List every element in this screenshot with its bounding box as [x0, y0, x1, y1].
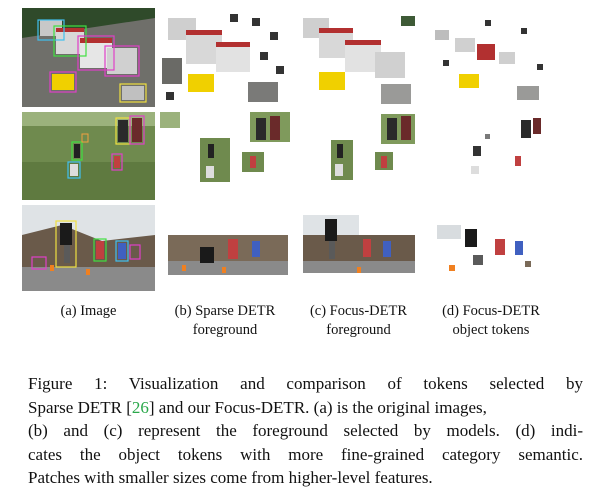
- image-street-focus-detr-foreground: [297, 8, 420, 107]
- image-skateboard-original: [22, 205, 155, 291]
- label-line-2: object tokens: [452, 322, 530, 338]
- label-line-2: foreground: [326, 322, 391, 338]
- figure-caption: Figure 1: Visualization and comparison o…: [28, 372, 583, 490]
- image-field-sparse-detr: [160, 112, 290, 200]
- column-label-focus-detr-object-tokens: (d) Focus-DETR object tokens: [423, 302, 559, 340]
- label-line-1: (d) Focus-DETR: [442, 303, 540, 319]
- label-line-1: (a) Image: [60, 303, 117, 319]
- image-street-original: [22, 8, 155, 107]
- caption-line: (b) and (c) represent the foreground sel…: [28, 421, 583, 440]
- image-skateboard-sparse-detr: [160, 205, 290, 291]
- citation-link[interactable]: 26: [131, 397, 149, 417]
- label-line-2: foreground: [192, 322, 258, 338]
- column-label-sparse-detr: (b) Sparse DETR foreground: [155, 302, 295, 340]
- image-street-focus-detr-object-tokens: [425, 8, 555, 107]
- caption-line: Figure 1: Visualization and comparison o…: [28, 374, 583, 393]
- caption-line: Patches with smaller sizes come from hig…: [28, 468, 433, 487]
- caption-line: cates the object tokens with more fine-g…: [28, 444, 583, 464]
- label-line-1: (b) Sparse DETR: [174, 303, 276, 319]
- caption-line: Sparse DETR [26] and our Focus-DETR. (a)…: [28, 396, 583, 420]
- image-street-sparse-detr: [160, 8, 290, 107]
- image-field-focus-detr-foreground: [297, 112, 420, 200]
- image-skateboard-focus-detr-object-tokens: [425, 205, 555, 291]
- image-field-focus-detr-object-tokens: [425, 112, 555, 200]
- image-skateboard-focus-detr-foreground: [297, 205, 420, 291]
- caption-text: Sparse DETR [: [28, 397, 132, 417]
- label-line-1: (c) Focus-DETR: [309, 303, 408, 319]
- caption-text: ] and our Focus-DETR. (a) is the origina…: [148, 397, 487, 417]
- column-label-focus-detr-foreground: (c) Focus-DETR foreground: [292, 302, 425, 340]
- column-label-image: (a) Image: [22, 302, 155, 321]
- image-field-original: [22, 112, 155, 200]
